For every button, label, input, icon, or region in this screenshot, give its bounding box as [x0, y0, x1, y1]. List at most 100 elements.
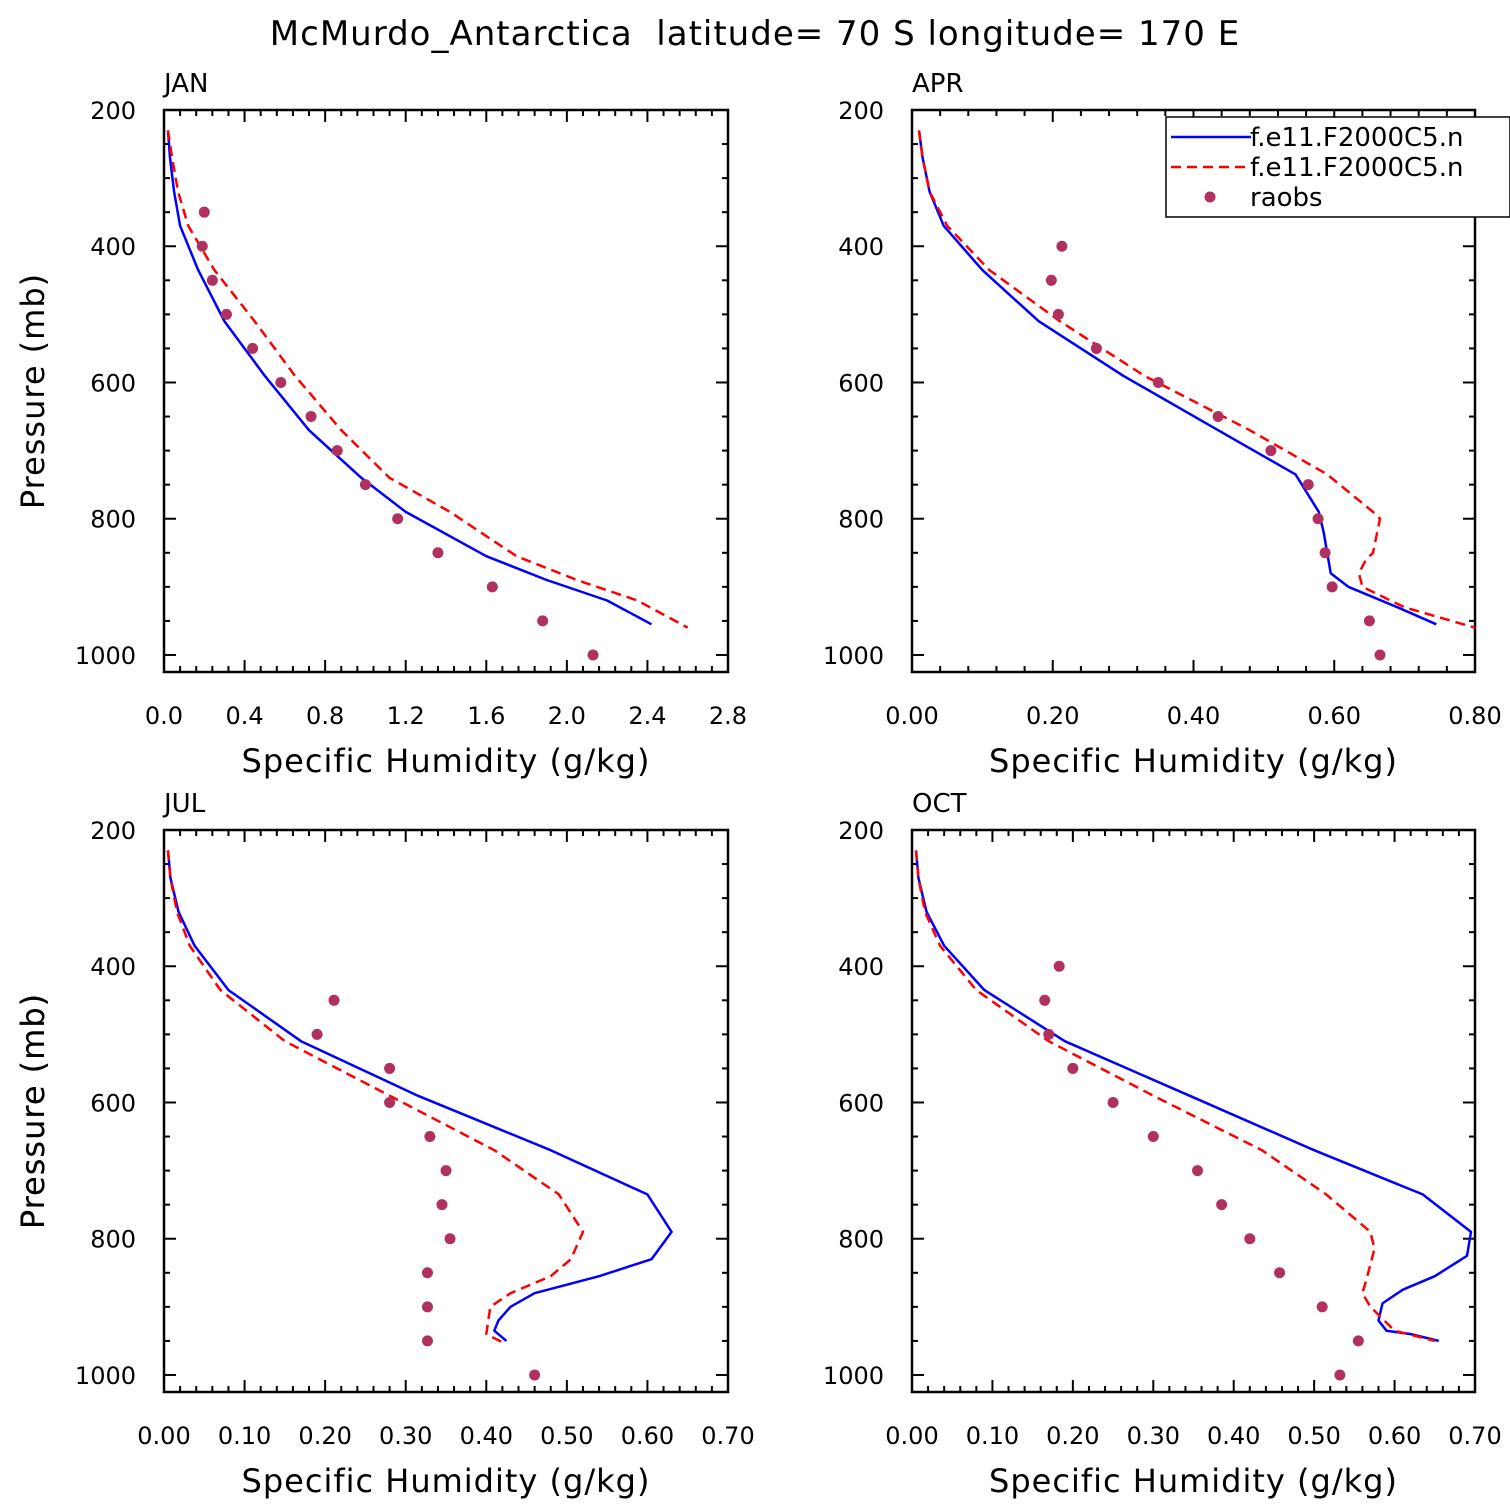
raobs-point	[1302, 479, 1314, 491]
panel-label: OCT	[912, 789, 967, 819]
plot-area	[166, 850, 673, 1381]
plot-frame	[910, 828, 1477, 1394]
series-line-solid	[166, 130, 653, 626]
x-tick-label: 0.0	[145, 702, 183, 730]
raobs-point	[1312, 513, 1324, 525]
raobs-point	[436, 1199, 448, 1211]
raobs-point	[444, 1233, 456, 1245]
x-tick-label: 0.70	[1448, 1422, 1501, 1450]
y-tick-label: 800	[90, 1226, 136, 1254]
y-tick-label: 800	[90, 506, 136, 534]
chart-panel-oct: OCT 0.00 0.10 0.20 0.30 0.40 0.50 0.60 0.70 200 40…	[14, 789, 1502, 1500]
raobs-point	[1334, 1369, 1346, 1381]
series-line-dashed	[166, 850, 585, 1346]
y-tick-label: 800	[838, 1226, 884, 1254]
y-tick-label: 600	[838, 1089, 884, 1117]
raobs-point	[432, 547, 444, 559]
raobs-point	[424, 1131, 436, 1143]
x-axis-title: Specific Humidity (g/kg)	[989, 742, 1398, 780]
y-tick-label: 400	[838, 233, 884, 261]
x-tick-label: 0.80	[1448, 702, 1501, 730]
x-axis-title: Specific Humidity (g/kg)	[242, 1462, 651, 1500]
raobs-point	[440, 1165, 452, 1177]
series-line-dashed	[914, 850, 1436, 1343]
x-tick-label: 0.40	[460, 1422, 513, 1450]
series-line-solid	[166, 850, 673, 1342]
y-tick-label: 200	[90, 817, 136, 845]
panel-label: APR	[912, 69, 964, 99]
raobs-point	[275, 376, 287, 388]
y-tick-label: 1000	[75, 642, 136, 670]
x-tick-label: 0.00	[885, 1422, 938, 1450]
raobs-point	[1045, 274, 1057, 286]
chart-panel-jan: JAN 0.0 0.4 0.8 1.2 1.6 2.0 2.4 2.8 200 400 600 800 1…	[14, 69, 747, 780]
x-tick-label: 0.10	[966, 1422, 1019, 1450]
raobs-point	[1152, 376, 1164, 388]
raobs-point	[220, 308, 232, 320]
x-tick-label: 0.00	[885, 702, 938, 730]
raobs-point	[1363, 615, 1375, 627]
y-axis-title: Pressure (mb)	[14, 273, 52, 509]
x-axis-title: Specific Humidity (g/kg)	[242, 742, 651, 780]
x-tick-label: 2.8	[709, 702, 747, 730]
x-tick-label: 0.4	[225, 702, 263, 730]
x-tick-label: 0.30	[1127, 1422, 1180, 1450]
x-tick-label: 0.40	[1207, 1422, 1260, 1450]
raobs-point	[1090, 342, 1102, 354]
x-tick-label: 0.50	[540, 1422, 593, 1450]
x-axis-title: Specific Humidity (g/kg)	[989, 1462, 1398, 1500]
y-tick-label: 200	[838, 97, 884, 125]
x-tick-label: 0.60	[621, 1422, 674, 1450]
series-line-dashed	[917, 130, 1475, 629]
x-tick-label: 0.20	[1026, 702, 1079, 730]
x-tick-label: 0.10	[218, 1422, 271, 1450]
raobs-point	[1265, 445, 1277, 457]
raobs-point	[1326, 581, 1338, 593]
y-axis-title: Pressure (mb)	[14, 993, 52, 1229]
raobs-point	[198, 206, 210, 218]
raobs-point	[1352, 1335, 1364, 1347]
raobs-point	[421, 1301, 433, 1313]
raobs-point	[206, 274, 218, 286]
panel-label: JAN	[162, 69, 208, 99]
y-tick-label: 1000	[75, 1362, 136, 1390]
raobs-point	[1147, 1131, 1159, 1143]
y-tick-label: 800	[838, 506, 884, 534]
raobs-point	[1067, 1062, 1079, 1074]
y-tick-label: 200	[838, 817, 884, 845]
raobs-point	[1244, 1233, 1256, 1245]
raobs-point	[1316, 1301, 1328, 1313]
raobs-point	[421, 1335, 433, 1347]
raobs-point	[587, 649, 599, 661]
raobs-point	[1043, 1028, 1055, 1040]
series-line-solid	[917, 130, 1437, 626]
plot-area	[914, 850, 1473, 1381]
chart-panel-jul: JUL 0.00 0.10 0.20 0.30 0.40 0.50 0.60 0.70 200 40…	[14, 789, 755, 1500]
x-tick-label: 1.6	[467, 702, 505, 730]
raobs-point	[1053, 960, 1065, 972]
raobs-point	[384, 1096, 396, 1108]
x-tick-label: 0.8	[306, 702, 344, 730]
raobs-point	[305, 411, 317, 423]
legend-label: f.e11.F2000C5.n	[1250, 153, 1463, 183]
x-tick-label: 0.40	[1167, 702, 1220, 730]
legend-marker-raobs	[1204, 191, 1216, 203]
raobs-point	[1374, 649, 1386, 661]
x-tick-label: 2.0	[548, 702, 586, 730]
y-tick-label: 1000	[823, 642, 884, 670]
y-tick-label: 1000	[823, 1362, 884, 1390]
panel-label: JUL	[162, 789, 206, 819]
x-tick-label: 0.60	[1308, 702, 1361, 730]
legend-label: raobs	[1250, 183, 1323, 213]
raobs-point	[1274, 1267, 1286, 1279]
y-tick-label: 400	[90, 233, 136, 261]
raobs-point	[537, 615, 549, 627]
x-tick-label: 1.2	[387, 702, 425, 730]
x-tick-label: 0.70	[701, 1422, 754, 1450]
raobs-point	[1056, 240, 1068, 252]
raobs-point	[359, 479, 371, 491]
x-tick-label: 2.4	[628, 702, 666, 730]
series-line-solid	[914, 850, 1473, 1343]
raobs-point	[1107, 1096, 1119, 1108]
